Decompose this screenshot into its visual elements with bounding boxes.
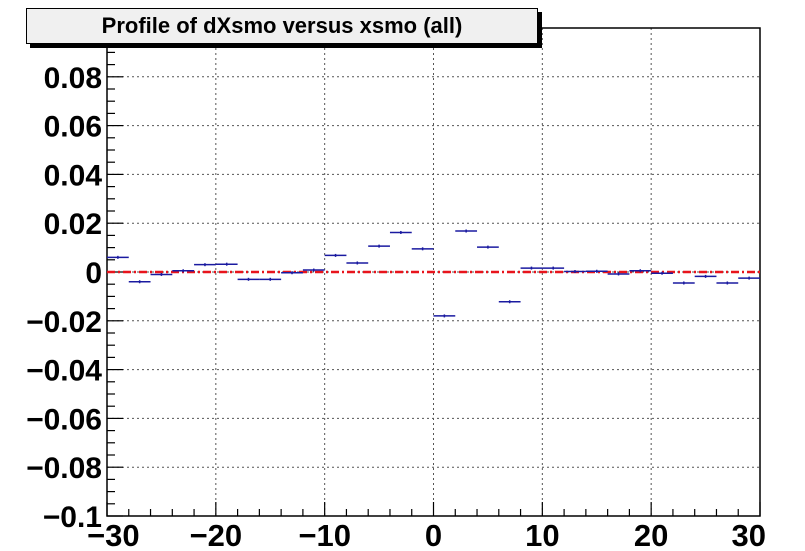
y-tick-label: 0 bbox=[85, 257, 102, 290]
data-point bbox=[455, 229, 478, 233]
data-point bbox=[564, 270, 586, 274]
data-point bbox=[542, 266, 565, 270]
data-point bbox=[716, 281, 739, 285]
grid-lines bbox=[107, 28, 760, 516]
x-tick-labels: −30 −20 −10 0 10 20 30 bbox=[87, 518, 766, 551]
y-tick-labels: −0.1 −0.08 −0.06 −0.04 −0.02 0 0.02 0.04 0.06 0.0… bbox=[26, 62, 102, 534]
data-point bbox=[672, 281, 695, 285]
data-point bbox=[172, 269, 195, 273]
y-tick-label: −0.08 bbox=[26, 452, 102, 485]
x-tick-label: −20 bbox=[190, 518, 243, 551]
data-point bbox=[346, 261, 369, 265]
x-tick-label: 30 bbox=[732, 518, 766, 551]
y-tick-label: −0.02 bbox=[26, 306, 102, 339]
y-tick-label: 0.04 bbox=[44, 159, 103, 192]
data-point bbox=[128, 280, 151, 284]
data-point bbox=[629, 269, 652, 273]
data-point bbox=[433, 314, 456, 318]
y-tick-label: −0.06 bbox=[26, 403, 102, 436]
data-point bbox=[607, 272, 630, 276]
data-points bbox=[107, 229, 760, 318]
y-tick-label: −0.1 bbox=[43, 501, 102, 534]
data-point bbox=[237, 277, 260, 281]
data-point bbox=[694, 274, 717, 278]
data-point bbox=[368, 244, 390, 248]
data-point bbox=[585, 269, 608, 273]
data-point bbox=[194, 263, 216, 267]
x-tick-label: −30 bbox=[87, 518, 140, 551]
axis-ticks bbox=[106, 27, 761, 517]
data-point bbox=[651, 271, 673, 275]
data-point bbox=[411, 247, 434, 251]
data-point bbox=[324, 253, 347, 257]
data-point bbox=[738, 276, 760, 280]
data-point bbox=[498, 300, 521, 304]
data-point bbox=[215, 262, 238, 266]
x-tick-label: 0 bbox=[425, 518, 442, 551]
data-point bbox=[150, 272, 173, 276]
y-tick-label: −0.04 bbox=[26, 355, 102, 388]
y-tick-label: 0.02 bbox=[44, 208, 102, 241]
x-tick-label: −10 bbox=[298, 518, 351, 551]
x-tick-label: 20 bbox=[634, 518, 668, 551]
data-point bbox=[107, 255, 129, 259]
y-tick-label: 0.08 bbox=[44, 62, 102, 95]
data-point bbox=[520, 266, 543, 270]
data-point bbox=[281, 271, 303, 275]
data-point bbox=[389, 230, 412, 234]
x-tick-label: 10 bbox=[525, 518, 559, 551]
data-point bbox=[259, 277, 282, 281]
data-point bbox=[302, 268, 325, 272]
data-point bbox=[477, 245, 499, 249]
plot-title: Profile of dXsmo versus xsmo (all) bbox=[26, 8, 538, 44]
y-tick-label: 0.06 bbox=[44, 111, 102, 144]
